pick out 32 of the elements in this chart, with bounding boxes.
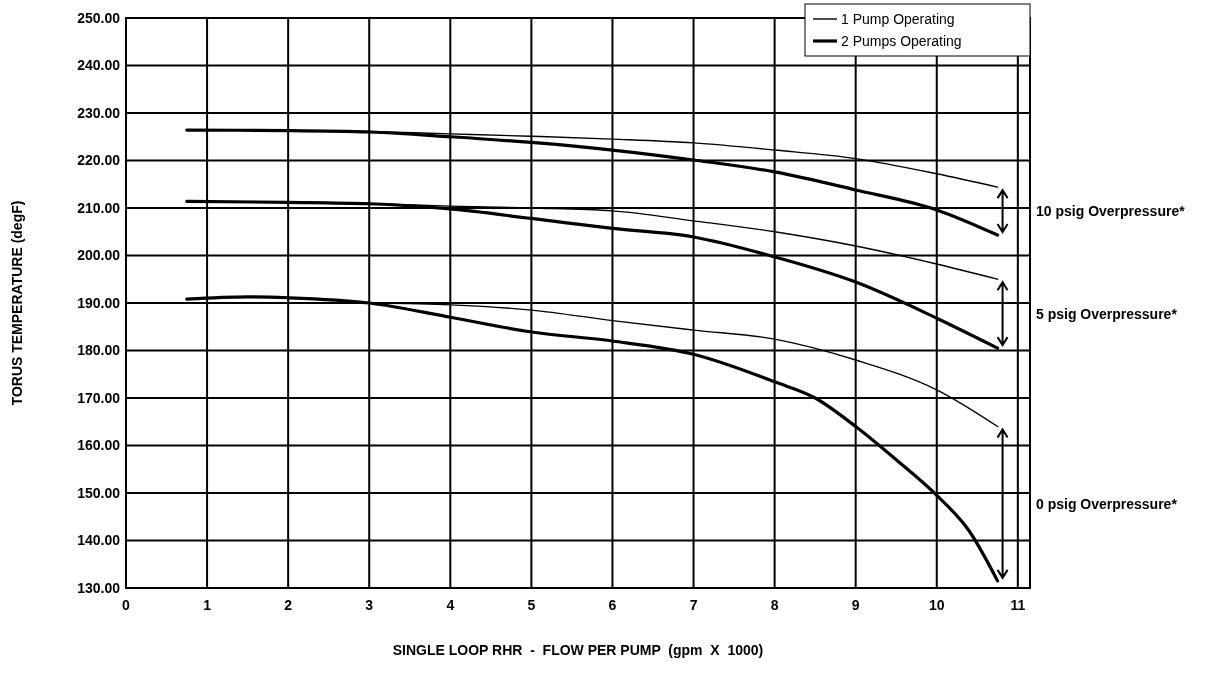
text: 5 psig Overpressure* [1036, 305, 1178, 322]
x-tick-label: 4 [446, 597, 455, 613]
y-tick-label: 230.00 [77, 104, 121, 121]
x-tick-label: 0 [122, 597, 131, 613]
x-axis-title: SINGLE LOOP RHR - FLOW PER PUMP (gpm X 1000) [392, 642, 764, 658]
y-tick-label: 140.00 [77, 532, 121, 549]
y-tick-label: 160.00 [77, 437, 121, 454]
y-tick-label: 250.00 [77, 9, 121, 26]
x-tick-label: 10 [928, 597, 945, 613]
y-tick-label: 200.00 [77, 247, 121, 264]
x-tick-label: 5 [527, 597, 536, 613]
legend-label: 2 Pumps Operating [841, 32, 962, 49]
x-tick-label: 8 [770, 597, 779, 613]
x-tick-label: 11 [1010, 597, 1026, 613]
y-tick-label: 220.00 [77, 152, 121, 169]
y-tick-label: 170.00 [77, 389, 121, 406]
y-tick-label: 190.00 [77, 294, 121, 311]
x-tick-label: 2 [284, 597, 293, 613]
y-tick-label: 240.00 [77, 57, 121, 74]
x-tick-label: 6 [608, 597, 617, 613]
x-tick-label: 3 [365, 597, 374, 613]
y-tick-label: 180.00 [77, 342, 121, 359]
legend-label: 1 Pump Operating [841, 10, 955, 27]
y-tick-label: 150.00 [77, 484, 121, 501]
x-tick-label: 9 [851, 597, 860, 613]
text: 0 psig Overpressure* [1036, 495, 1178, 512]
y-tick-label: 130.00 [77, 579, 121, 596]
x-tick-label: 7 [689, 597, 698, 613]
text: 10 psig Overpressure* [1036, 202, 1186, 219]
y-axis-title: TORUS TEMPERATURE (degF) [9, 200, 25, 406]
y-tick-label: 210.00 [77, 199, 121, 216]
x-tick-label: 1 [203, 597, 212, 613]
